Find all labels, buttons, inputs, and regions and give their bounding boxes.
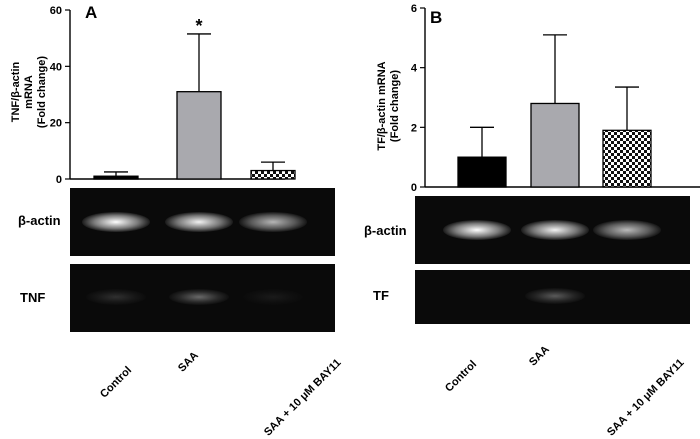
x-category-label: SAA <box>527 343 552 369</box>
gel-band <box>82 212 150 232</box>
bar-chart: 0 20 40 60 * <box>50 5 296 186</box>
x-category-label: Control <box>443 358 480 395</box>
bar <box>457 156 507 188</box>
gel-band <box>521 220 589 240</box>
y-tick-label: 60 <box>50 5 62 17</box>
y-tick-label: 40 <box>50 61 62 73</box>
x-category-label: Control <box>98 364 135 401</box>
gel-label-target: TNF <box>20 290 46 305</box>
panel-a: A TNF/β-actin mRNA (Fold change) 0 20 40 60… <box>0 0 350 438</box>
gel-label-target: TF <box>373 288 389 303</box>
y-tick-label: 0 <box>56 174 62 186</box>
gel-band <box>165 212 233 232</box>
panel-letter: B <box>430 8 443 27</box>
y-tick-label: 2 <box>411 122 417 134</box>
y-tick-label: 0 <box>411 182 417 194</box>
gel-band <box>593 220 661 240</box>
bar <box>176 91 222 180</box>
bar-chart: 0 2 4 6 <box>411 3 700 194</box>
x-category-label: SAA + 10 μM BAY11 <box>605 356 687 439</box>
gel-label-actin: β-actin <box>18 213 61 228</box>
x-category-label: SAA + 10 μM BAY11 <box>262 356 344 439</box>
gel-band <box>243 289 303 305</box>
gel-label-actin: β-actin <box>364 223 407 238</box>
gel-band <box>86 289 146 305</box>
bar <box>93 175 139 180</box>
gel-band <box>169 289 229 305</box>
gel-band <box>525 288 585 304</box>
gel-band <box>239 212 307 232</box>
gel-band <box>443 220 511 240</box>
bar <box>530 102 580 188</box>
y-tick-label: 20 <box>50 118 62 130</box>
bar <box>250 169 296 180</box>
panel-letter: A <box>85 3 98 22</box>
bar <box>602 129 652 188</box>
y-tick-label: 4 <box>411 63 418 75</box>
y-tick-label: 6 <box>411 3 417 15</box>
significance-marker: * <box>195 16 202 36</box>
gel-target <box>415 270 690 324</box>
gel-target <box>70 264 335 332</box>
x-category-label: SAA <box>176 349 201 375</box>
